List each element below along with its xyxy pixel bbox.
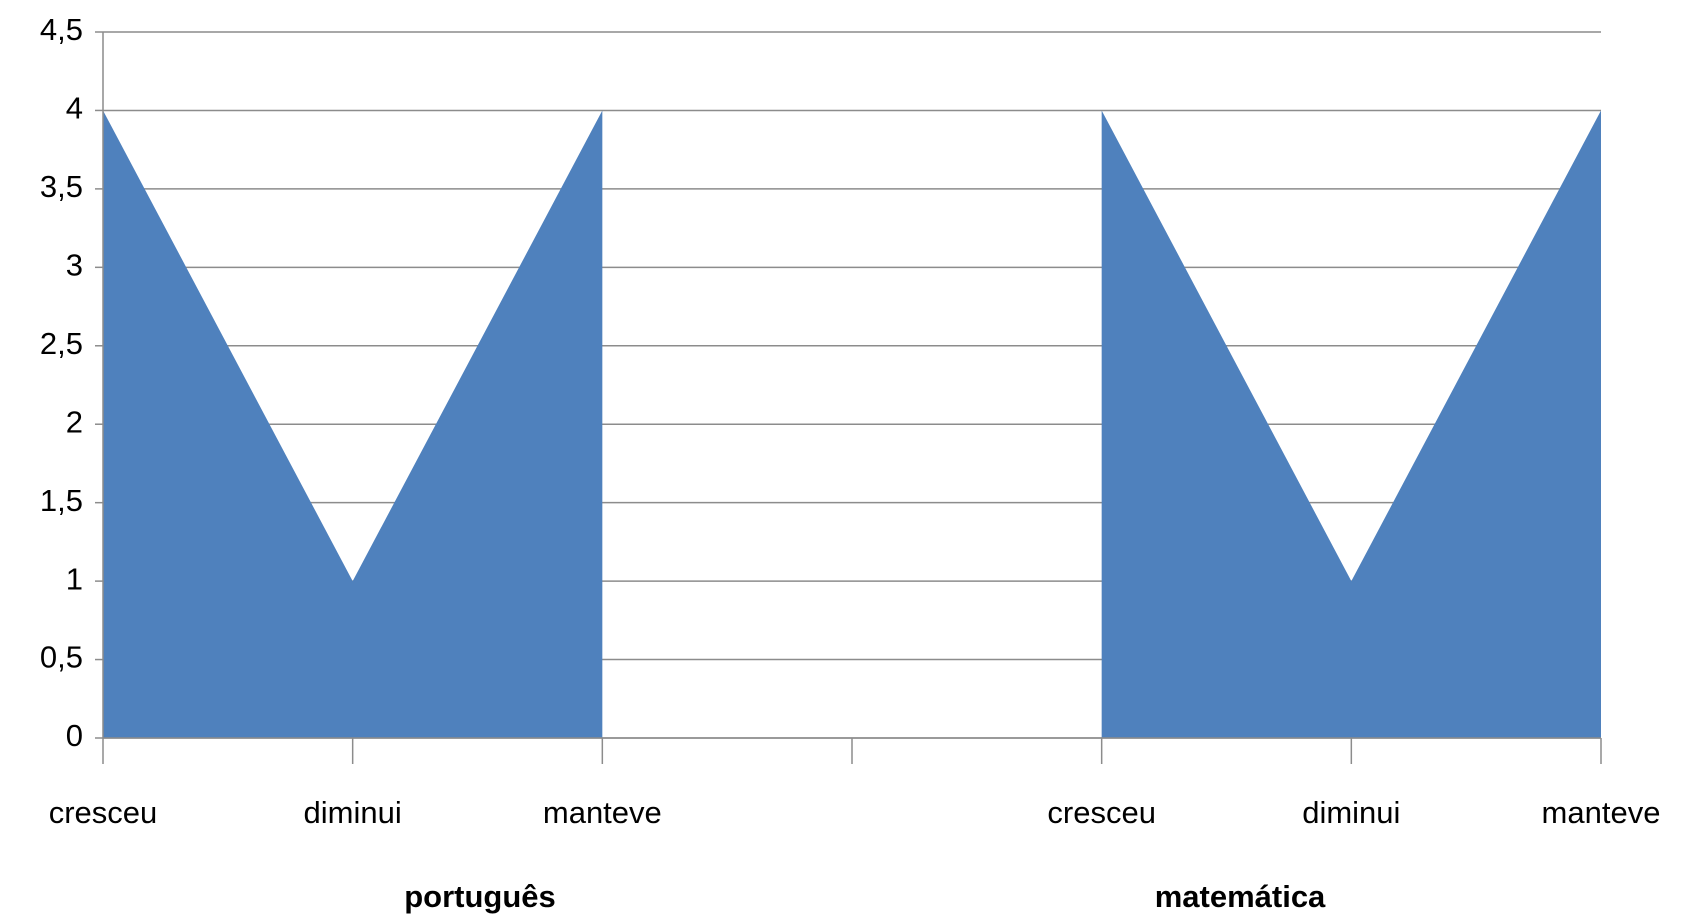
y-tick-label: 4,5 bbox=[40, 12, 83, 47]
y-tick-label: 2,5 bbox=[40, 326, 83, 361]
y-tick-label: 2 bbox=[66, 404, 83, 439]
x-tick-label: cresceu bbox=[1047, 795, 1156, 830]
x-tick-label: diminui bbox=[1302, 795, 1400, 830]
y-tick-label: 4 bbox=[66, 91, 83, 126]
area bbox=[103, 110, 603, 738]
y-tick-label: 1 bbox=[66, 561, 83, 596]
y-tick-label: 0 bbox=[66, 718, 83, 753]
x-tick-label: diminui bbox=[304, 795, 402, 830]
x-tick-label: manteve bbox=[543, 795, 662, 830]
x-tick-label: manteve bbox=[1542, 795, 1661, 830]
group-label: português bbox=[404, 879, 556, 914]
x-tick-label: cresceu bbox=[49, 795, 158, 830]
y-tick-label: 3,5 bbox=[40, 169, 83, 204]
area bbox=[1101, 110, 1601, 738]
y-tick-label: 3 bbox=[66, 248, 83, 283]
group-label: matemática bbox=[1155, 879, 1326, 914]
y-tick-label: 0,5 bbox=[40, 640, 83, 675]
y-tick-label: 1,5 bbox=[40, 483, 83, 518]
